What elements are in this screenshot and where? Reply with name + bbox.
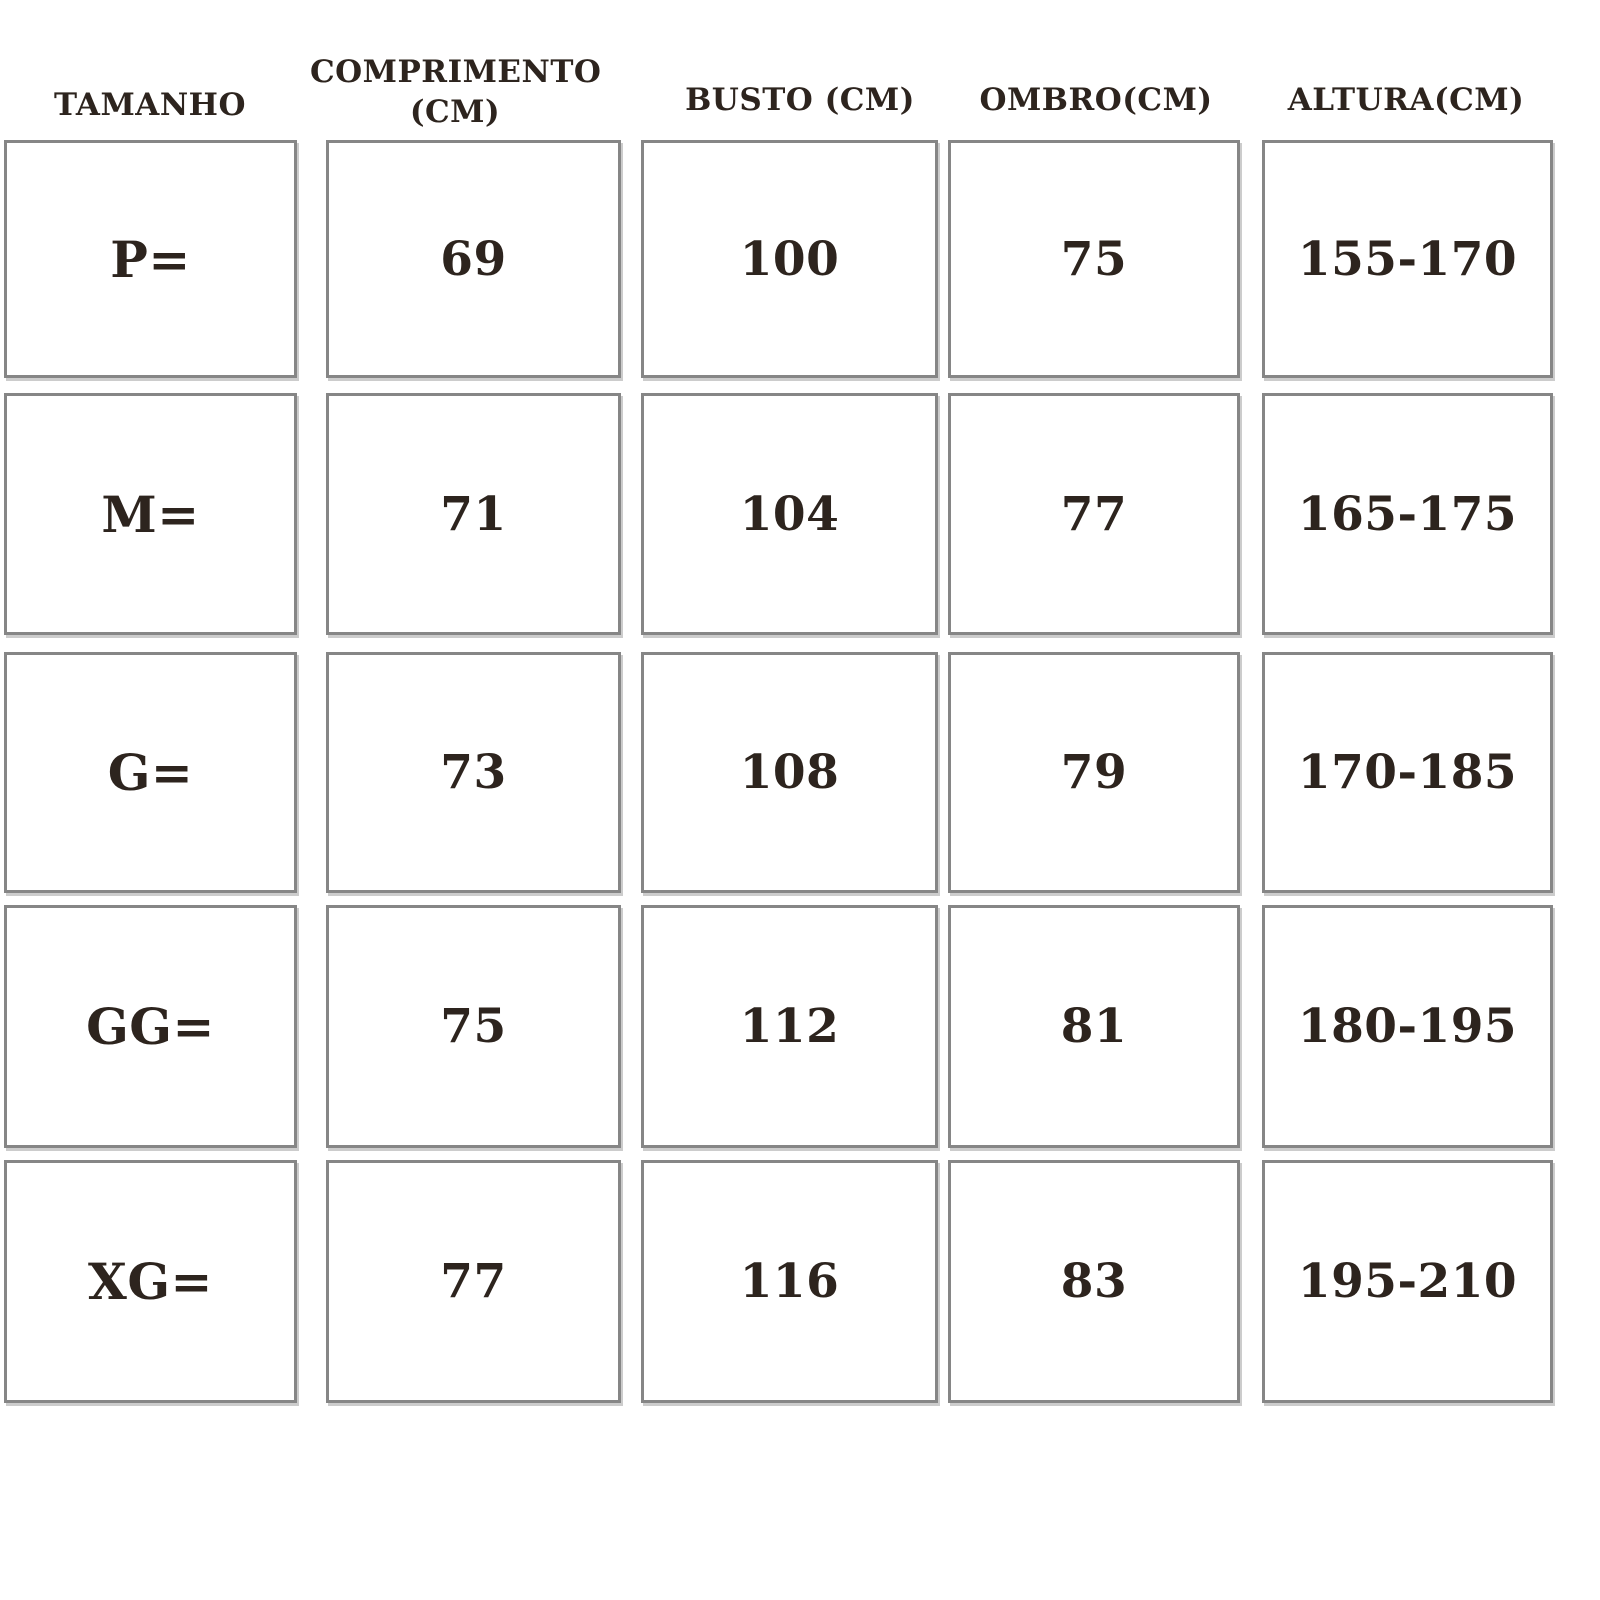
table-cell-row1-comprimento: 69 — [326, 140, 621, 378]
table-cell-row3-altura: 170-185 — [1262, 652, 1553, 893]
table-cell-row3-tamanho: G= — [4, 652, 297, 893]
table-cell-row1-tamanho: P= — [4, 140, 297, 378]
table-cell-row2-busto: 104 — [641, 393, 938, 635]
table-cell-row5-busto: 116 — [641, 1160, 938, 1403]
table-cell-row4-busto: 112 — [641, 905, 938, 1148]
table-cell-row5-tamanho: XG= — [4, 1160, 297, 1403]
table-cell-row2-ombro: 77 — [948, 393, 1240, 635]
column-header-busto: BUSTO (CM) — [685, 82, 915, 118]
table-cell-row5-comprimento: 77 — [326, 1160, 621, 1403]
table-cell-row2-comprimento: 71 — [326, 393, 621, 635]
table-cell-row1-busto: 100 — [641, 140, 938, 378]
table-cell-row2-tamanho: M= — [4, 393, 297, 635]
table-cell-row3-comprimento: 73 — [326, 652, 621, 893]
table-cell-row5-ombro: 83 — [948, 1160, 1240, 1403]
table-cell-row2-altura: 165-175 — [1262, 393, 1553, 635]
table-cell-row1-ombro: 75 — [948, 140, 1240, 378]
table-cell-row4-altura: 180-195 — [1262, 905, 1553, 1148]
table-cell-row3-busto: 108 — [641, 652, 938, 893]
column-header-ombro: OMBRO(CM) — [979, 82, 1213, 118]
table-cell-row5-altura: 195-210 — [1262, 1160, 1553, 1403]
column-header-tamanho: TAMANHO — [54, 87, 246, 123]
table-cell-row4-comprimento: 75 — [326, 905, 621, 1148]
table-cell-row3-ombro: 79 — [948, 652, 1240, 893]
column-header-comprimento: COMPRIMENTO (CM) — [310, 54, 602, 130]
table-cell-row4-tamanho: GG= — [4, 905, 297, 1148]
table-cell-row1-altura: 155-170 — [1262, 140, 1553, 378]
column-header-altura: ALTURA(CM) — [1287, 82, 1525, 118]
table-cell-row4-ombro: 81 — [948, 905, 1240, 1148]
